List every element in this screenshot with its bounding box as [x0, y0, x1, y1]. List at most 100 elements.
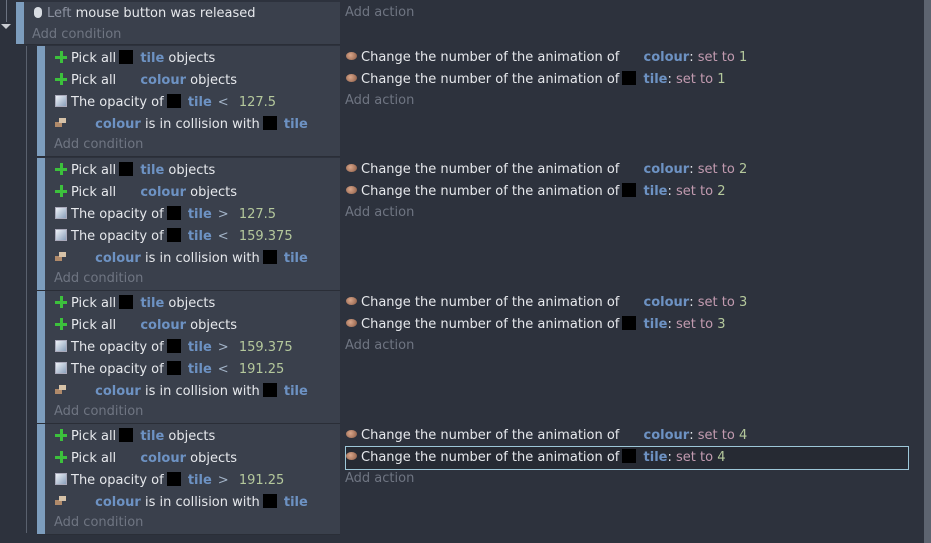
condition-row[interactable]: Pick all colour objects — [55, 448, 237, 470]
object-thumbnail — [166, 472, 181, 486]
value: 3 — [717, 317, 726, 332]
object-thumbnail — [622, 71, 637, 85]
object-thumbnail — [622, 316, 637, 330]
sub-event[interactable]: Pick all tile objects Pick all colour obj… — [37, 291, 917, 424]
root-event[interactable]: Left mouse button was released Add condi… — [16, 2, 916, 45]
condition-row[interactable]: Pick all colour objects — [55, 315, 237, 337]
action-row[interactable]: Change the number of the animation of co… — [346, 159, 747, 181]
add-condition-link[interactable]: Add condition — [54, 271, 144, 286]
object-thumbnail — [262, 383, 277, 397]
condition-row[interactable]: The opacity of tile > 127.5 — [55, 204, 276, 226]
add-condition-link[interactable]: Add condition — [54, 137, 144, 152]
text: objects — [168, 163, 216, 178]
object-name: tile — [187, 473, 212, 488]
object-name: tile — [283, 495, 308, 510]
object-thumbnail — [119, 50, 134, 64]
sub-event[interactable]: Pick all tile objects Pick all colour obj… — [37, 46, 917, 157]
condition-row[interactable]: The opacity of tile < 191.25 — [55, 359, 284, 381]
object-name: tile — [187, 340, 212, 355]
add-action-link[interactable]: Add action — [345, 5, 415, 20]
operator: > — [217, 340, 229, 355]
sub-event[interactable]: Pick all tile objects Pick all colour obj… — [37, 158, 917, 291]
text: objects — [168, 51, 216, 66]
event-drag-handle[interactable] — [37, 46, 45, 156]
mouse-button-param: Left — [47, 6, 72, 21]
action-row[interactable]: Change the number of the animation of co… — [346, 425, 747, 447]
add-action-link[interactable]: Add action — [345, 338, 415, 353]
conditions-panel[interactable]: Pick all tile objects Pick all colour obj… — [37, 46, 340, 157]
text: Change the number of the animation of — [361, 50, 620, 65]
text: objects — [168, 296, 216, 311]
event-drag-handle[interactable] — [37, 158, 45, 290]
value: 2 — [717, 184, 726, 199]
conditions-panel[interactable]: Pick all tile objects Pick all colour obj… — [37, 424, 340, 535]
text: is in collision with — [144, 117, 260, 132]
condition-row[interactable]: colour is in collision with tile — [55, 114, 308, 136]
object-name: colour — [95, 384, 141, 399]
text: Pick all — [71, 296, 117, 311]
text: : — [689, 428, 694, 443]
collision-icon — [55, 117, 67, 129]
text: Pick all — [71, 163, 117, 178]
plus-icon — [55, 185, 67, 197]
action-row[interactable]: Change the number of the animation of ti… — [345, 446, 909, 470]
collapse-arrow-icon[interactable] — [1, 24, 11, 29]
add-action-link[interactable]: Add action — [345, 205, 415, 220]
condition-row[interactable]: Pick all colour objects — [55, 182, 237, 204]
text: The opacity of — [71, 362, 164, 377]
condition-row[interactable]: Pick all tile objects — [55, 48, 215, 70]
object-name: colour — [643, 428, 690, 443]
object-name: tile — [140, 51, 165, 66]
text: The opacity of — [71, 473, 164, 488]
action-row[interactable]: Change the number of the animation of ti… — [346, 314, 726, 336]
text: Pick all — [71, 185, 117, 200]
operator: > — [217, 473, 229, 488]
value: 191.25 — [238, 473, 285, 488]
text: Change the number of the animation of — [361, 428, 620, 443]
condition-row[interactable]: colour is in collision with tile — [55, 492, 308, 514]
text: set to — [676, 317, 714, 332]
add-condition-link[interactable]: Add condition — [32, 27, 122, 42]
conditions-panel[interactable]: Pick all tile objects Pick all colour obj… — [37, 158, 340, 291]
value: 1 — [717, 72, 726, 87]
condition-row[interactable]: The opacity of tile < 127.5 — [55, 92, 276, 114]
action-row[interactable]: Change the number of the animation of co… — [346, 47, 747, 69]
sub-event[interactable]: Pick all tile objects Pick all colour obj… — [37, 424, 917, 535]
action-row[interactable]: Change the number of the animation of ti… — [346, 69, 726, 91]
add-condition-link[interactable]: Add condition — [54, 404, 144, 419]
event-drag-handle[interactable] — [37, 291, 45, 423]
event-drag-handle[interactable] — [16, 2, 24, 44]
plus-icon — [55, 163, 67, 175]
object-name: tile — [283, 251, 308, 266]
action-row[interactable]: Change the number of the animation of ti… — [346, 181, 726, 203]
condition-mouse-released[interactable]: Left mouse button was released — [34, 3, 256, 25]
action-row[interactable]: Change the number of the animation of co… — [346, 292, 747, 314]
condition-row[interactable]: The opacity of tile < 159.375 — [55, 226, 293, 248]
condition-row[interactable]: colour is in collision with tile — [55, 248, 308, 270]
add-action-link[interactable]: Add action — [345, 471, 415, 486]
object-name: tile — [643, 184, 668, 199]
object-name: colour — [140, 451, 187, 466]
vertical-scrollbar[interactable] — [924, 0, 931, 543]
conditions-panel[interactable]: Pick all tile objects Pick all colour obj… — [37, 291, 340, 424]
text: Change the number of the animation of — [361, 295, 620, 310]
condition-row[interactable]: Pick all tile objects — [55, 426, 215, 448]
condition-row[interactable]: Pick all tile objects — [55, 293, 215, 315]
plus-icon — [55, 429, 67, 441]
object-name: tile — [283, 117, 308, 132]
condition-row[interactable]: Pick all tile objects — [55, 160, 215, 182]
condition-row[interactable]: The opacity of tile > 191.25 — [55, 470, 284, 492]
event-drag-handle[interactable] — [37, 424, 45, 534]
value: 4 — [717, 450, 726, 465]
tree-line — [6, 0, 7, 22]
animation-icon — [346, 297, 357, 305]
condition-row[interactable]: colour is in collision with tile — [55, 381, 308, 403]
add-condition-link[interactable]: Add condition — [54, 515, 144, 530]
condition-row[interactable]: The opacity of tile > 159.375 — [55, 337, 293, 359]
condition-row[interactable]: Pick all colour objects — [55, 70, 237, 92]
add-action-link[interactable]: Add action — [345, 93, 415, 108]
text: Change the number of the animation of — [361, 72, 620, 87]
object-thumbnail — [119, 162, 134, 176]
root-conditions-panel[interactable]: Left mouse button was released Add condi… — [16, 2, 340, 45]
text: set to — [697, 162, 735, 177]
